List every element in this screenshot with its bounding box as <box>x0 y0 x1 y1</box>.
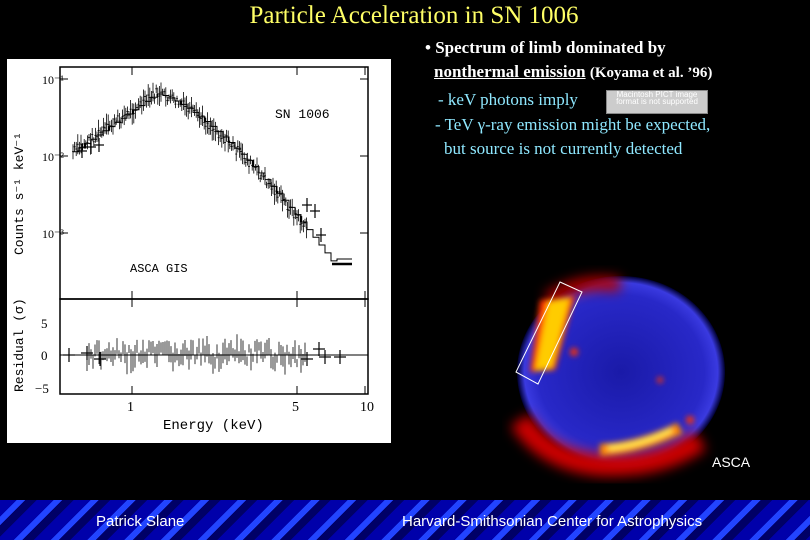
tick-marks <box>60 67 368 394</box>
xtick-1: 1 <box>127 400 134 415</box>
object-label: SN 1006 <box>275 107 330 122</box>
remnant-rim-emission <box>510 276 707 477</box>
spectrum-plot-svg: 10⁻¹ 10⁻² 10⁻³ 5 0 −5 1 5 10 Energy (keV… <box>12 66 374 434</box>
remnant-hotspots <box>570 348 694 424</box>
bullet-main-line2: nonthermal emission (Koyama et al. ’96) <box>434 62 712 82</box>
ytick-bottom-2: 0 <box>41 348 48 363</box>
remnant-disk <box>517 276 725 468</box>
residual-data <box>60 334 368 375</box>
remnant-bright-limbs <box>530 296 683 456</box>
xtick-10: 10 <box>360 400 374 415</box>
footer-institution: Harvard-Smithsonian Center for Astrophys… <box>402 513 703 530</box>
nonthermal-emission-text: nonthermal emission <box>434 62 586 81</box>
sub-bullet-2: - TeV γ-ray emission might be expected, <box>435 115 711 134</box>
instrument-label: ASCA GIS <box>130 262 188 276</box>
slide-title: Particle Acceleration in SN 1006 <box>249 2 579 29</box>
spectrum-model-line <box>73 93 352 262</box>
bullet-main: • Spectrum of limb dominated by <box>425 38 666 57</box>
ytick-top-2: 10⁻² <box>42 150 64 164</box>
footer-author: Patrick Slane <box>96 513 185 530</box>
ytick-top-3: 10⁻³ <box>42 227 64 241</box>
footer-bar <box>0 500 810 540</box>
pict-placeholder: Macintosh PICT image format is not suppo… <box>606 90 708 114</box>
limb-selection-box <box>515 281 583 385</box>
sub-bullet-3: but source is not currently detected <box>444 139 683 158</box>
sub-bullet-1: - keV photons imply <box>438 90 578 109</box>
ytick-bottom-3: −5 <box>35 381 49 396</box>
ytick-top-1: 10⁻¹ <box>42 73 64 87</box>
top-y-axis-label: Counts s⁻¹ keV⁻¹ <box>12 132 27 255</box>
xtick-5: 5 <box>292 400 299 415</box>
x-axis-label: Energy (keV) <box>163 418 264 434</box>
residual-axes <box>59 298 369 395</box>
citation-text: (Koyama et al. ’96) <box>589 65 713 81</box>
spectrum-plot: 10⁻¹ 10⁻² 10⁻³ 5 0 −5 1 5 10 Energy (keV… <box>7 59 391 443</box>
spectrum-data <box>72 82 352 266</box>
ytick-bottom-1: 5 <box>41 316 48 331</box>
image-caption: ASCA <box>712 454 751 470</box>
bottom-y-axis-label: Residual (σ) <box>12 298 27 392</box>
